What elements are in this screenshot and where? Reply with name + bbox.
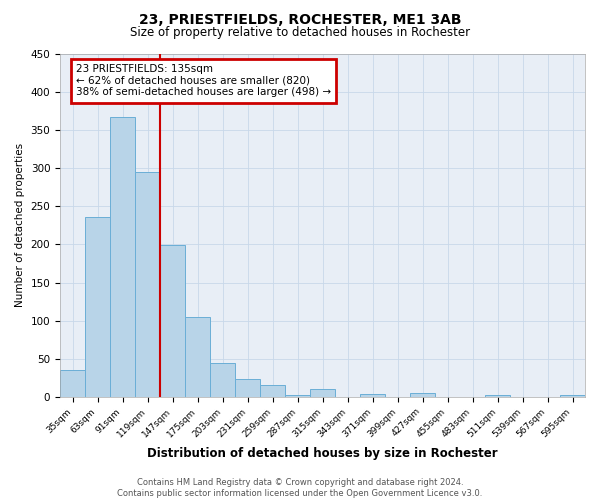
- Bar: [260, 386, 285, 397]
- Bar: [560, 394, 585, 397]
- Text: 23 PRIESTFIELDS: 135sqm
← 62% of detached houses are smaller (820)
38% of semi-d: 23 PRIESTFIELDS: 135sqm ← 62% of detache…: [76, 64, 331, 98]
- Bar: [285, 394, 310, 397]
- Bar: [310, 389, 335, 397]
- Bar: [235, 380, 260, 397]
- Y-axis label: Number of detached properties: Number of detached properties: [15, 144, 25, 308]
- X-axis label: Distribution of detached houses by size in Rochester: Distribution of detached houses by size …: [147, 447, 498, 460]
- Text: Contains HM Land Registry data © Crown copyright and database right 2024.
Contai: Contains HM Land Registry data © Crown c…: [118, 478, 482, 498]
- Bar: [135, 172, 160, 397]
- Bar: [85, 217, 110, 397]
- Bar: [485, 394, 510, 397]
- Bar: [110, 117, 135, 397]
- Bar: [210, 362, 235, 397]
- Text: 23, PRIESTFIELDS, ROCHESTER, ME1 3AB: 23, PRIESTFIELDS, ROCHESTER, ME1 3AB: [139, 12, 461, 26]
- Bar: [410, 393, 435, 397]
- Bar: [60, 370, 85, 397]
- Text: Size of property relative to detached houses in Rochester: Size of property relative to detached ho…: [130, 26, 470, 39]
- Bar: [185, 317, 210, 397]
- Bar: [160, 245, 185, 397]
- Bar: [360, 394, 385, 397]
